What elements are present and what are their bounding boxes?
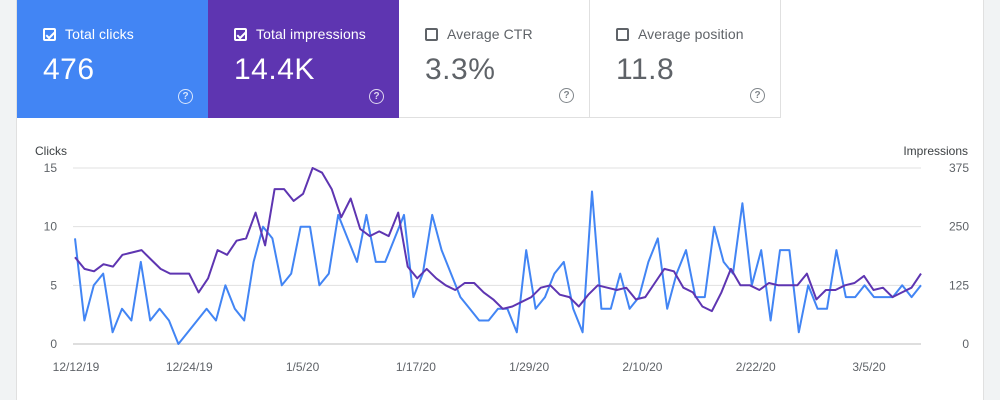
performance-chart[interactable]: Clicks Impressions 15 375 10 250 5 125 0 0 12/12… xyxy=(17,0,985,400)
x-tick-label: 12/24/19 xyxy=(166,360,213,374)
left-tick-label: 0 xyxy=(50,337,57,351)
card-value: 3.3% xyxy=(425,53,496,86)
right-tick-label: 250 xyxy=(949,220,969,234)
x-tick-label: 2/10/20 xyxy=(622,360,662,374)
checkbox-unchecked-icon[interactable] xyxy=(425,27,438,41)
help-icon[interactable]: ? xyxy=(750,88,765,103)
average-position-card[interactable]: Average position 11.8 ? xyxy=(590,0,781,118)
performance-panel: Total clicks 476 ? Total impressions 14.… xyxy=(16,0,984,400)
card-header: Average CTR xyxy=(425,26,589,42)
card-label: Total impressions xyxy=(256,26,366,42)
total-impressions-card[interactable]: Total impressions 14.4K ? xyxy=(208,0,399,118)
right-tick-label: 0 xyxy=(962,337,969,351)
card-header: Average position xyxy=(616,26,780,42)
card-label: Total clicks xyxy=(65,26,134,42)
right-tick-label: 125 xyxy=(949,278,969,292)
help-icon[interactable]: ? xyxy=(178,89,193,104)
checkbox-unchecked-icon[interactable] xyxy=(616,27,629,41)
left-tick-label: 15 xyxy=(44,161,58,175)
x-tick-label: 12/12/19 xyxy=(53,360,100,374)
card-value: 11.8 xyxy=(616,53,675,86)
left-tick-label: 5 xyxy=(50,278,57,292)
card-value: 14.4K xyxy=(234,53,315,86)
metric-cards: Total clicks 476 ? Total impressions 14.… xyxy=(17,0,985,118)
x-tick-label: 1/29/20 xyxy=(509,360,549,374)
card-label: Average CTR xyxy=(447,26,533,42)
right-axis-label: Impressions xyxy=(903,144,968,158)
card-header: Total clicks xyxy=(43,26,208,42)
left-tick-label: 10 xyxy=(44,220,58,234)
checkbox-checked-icon[interactable] xyxy=(43,27,56,41)
help-icon[interactable]: ? xyxy=(369,89,384,104)
card-header: Total impressions xyxy=(234,26,399,42)
card-label: Average position xyxy=(638,26,744,42)
left-axis-label: Clicks xyxy=(35,144,67,158)
x-tick-label: 3/5/20 xyxy=(852,360,886,374)
clicks-series-line xyxy=(74,190,922,345)
right-tick-label: 375 xyxy=(949,161,969,175)
average-ctr-card[interactable]: Average CTR 3.3% ? xyxy=(399,0,590,118)
card-value: 476 xyxy=(43,53,95,86)
x-tick-label: 1/5/20 xyxy=(286,360,320,374)
checkbox-checked-icon[interactable] xyxy=(234,27,247,41)
total-clicks-card[interactable]: Total clicks 476 ? xyxy=(17,0,208,118)
x-tick-label: 1/17/20 xyxy=(396,360,436,374)
x-tick-label: 2/22/20 xyxy=(736,360,776,374)
impressions-series-line xyxy=(74,167,922,313)
help-icon[interactable]: ? xyxy=(559,88,574,103)
